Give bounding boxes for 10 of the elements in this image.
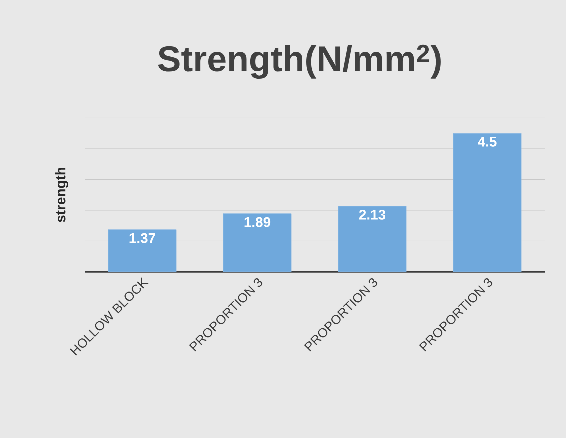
data-label: 2.13 [359, 210, 386, 220]
data-label: 4.5 [478, 137, 497, 147]
bar [453, 133, 522, 272]
bar [338, 206, 407, 272]
data-label: 1.37 [130, 233, 156, 244]
bar [108, 230, 177, 272]
data-label: 1.89 [244, 217, 271, 228]
chart-title: Strength(N/mm$^{2}$) [158, 44, 441, 80]
bar [223, 214, 292, 272]
y-axis-title: strength [55, 168, 69, 222]
